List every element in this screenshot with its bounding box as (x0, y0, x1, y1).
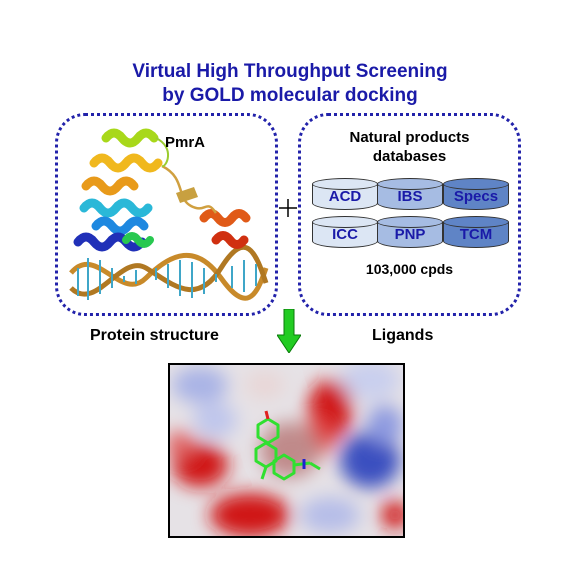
down-arrow-icon (277, 309, 301, 353)
protein-dna-ribbon-illustration (69, 128, 269, 301)
title-line-1: Virtual High Throughput Screening (132, 61, 448, 82)
database-cylinder: ICC (312, 216, 378, 250)
database-label: IBS (397, 188, 423, 205)
database-label: PNP (394, 226, 426, 243)
database-label: ACD (328, 188, 362, 205)
plus-icon (279, 199, 297, 217)
protein-panel (55, 113, 278, 316)
database-label: Specs (453, 188, 499, 205)
database-cylinder: Specs (443, 178, 509, 212)
databases-title-line-2: databases (372, 148, 447, 165)
ligand-panel (298, 113, 521, 316)
compound-count: 103,000 cpds (365, 261, 454, 277)
databases-title-line-1: Natural products (349, 129, 470, 146)
database-label: TCM (459, 226, 493, 243)
database-cylinder: ACD (312, 178, 378, 212)
database-label: ICC (332, 226, 358, 243)
ligands-caption: Ligands (372, 327, 434, 344)
protein-structure-caption: Protein structure (90, 327, 219, 344)
docking-surface-image (168, 363, 405, 538)
database-cylinder: PNP (377, 216, 443, 250)
database-cylinder: IBS (377, 178, 443, 212)
database-cylinder: TCM (443, 216, 509, 250)
protein-label: PmrA (165, 134, 206, 151)
title-line-2: by GOLD molecular docking (162, 85, 418, 106)
electrostatic-surface-illustration (170, 365, 403, 536)
